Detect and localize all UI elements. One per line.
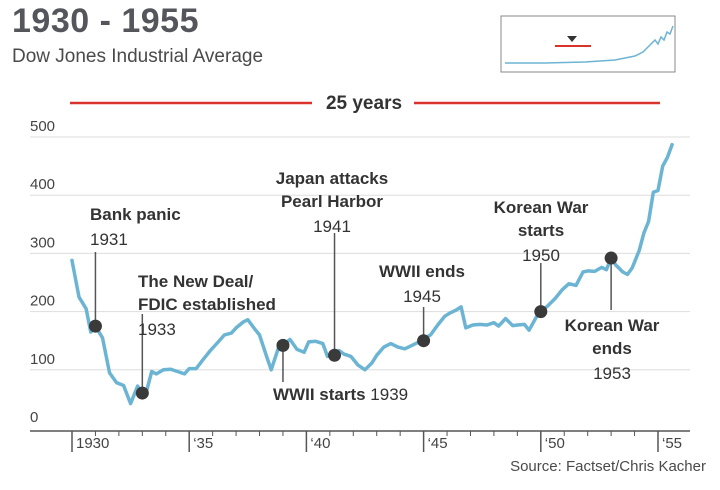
annotation-year: 1933 bbox=[138, 320, 176, 339]
annotation-event: The New Deal/ bbox=[138, 272, 254, 291]
y-tick-label: 300 bbox=[30, 234, 55, 251]
annotation-label: WWII starts 1939 bbox=[273, 385, 408, 404]
inset-sparkline bbox=[505, 25, 674, 64]
annotation-event: WWII ends bbox=[379, 262, 465, 281]
annotation-marker bbox=[328, 348, 342, 362]
annotation-event: ends bbox=[592, 339, 632, 358]
annotation-year: 1941 bbox=[313, 217, 351, 236]
x-tick-label: ‘45 bbox=[428, 435, 448, 452]
x-tick-label: 1930 bbox=[76, 435, 109, 452]
annotation-year: 1931 bbox=[90, 230, 128, 249]
annotation-year: 1953 bbox=[593, 364, 631, 383]
annotation-year: 1950 bbox=[522, 246, 560, 265]
annotation-year: 1939 bbox=[370, 385, 408, 404]
span-label: 25 years bbox=[326, 93, 402, 114]
y-tick-label: 500 bbox=[30, 118, 55, 135]
annotation-event: Pearl Harbor bbox=[281, 192, 383, 211]
annotation-marker bbox=[276, 338, 290, 352]
annotation-marker bbox=[604, 251, 618, 265]
grid-layer: 0 100 200 300 400 500 bbox=[30, 118, 690, 426]
y-tick-label: 200 bbox=[30, 293, 55, 310]
inset-pointer-icon bbox=[567, 36, 577, 42]
chart-subtitle: Dow Jones Industrial Average bbox=[12, 46, 264, 67]
annotation-event: WWII starts bbox=[273, 385, 370, 404]
y-tick-label: 100 bbox=[30, 351, 55, 368]
annotation-year: 1945 bbox=[403, 287, 441, 306]
y-tick-label: 400 bbox=[30, 176, 55, 193]
x-tick-label: ‘55 bbox=[662, 435, 682, 452]
annotation-event: Bank panic bbox=[90, 205, 181, 224]
overview-inset bbox=[500, 15, 676, 73]
annotation-event: Korean War bbox=[565, 316, 660, 335]
series-line-0 bbox=[70, 142, 674, 406]
annotation-event: FDIC established bbox=[138, 295, 276, 314]
annotation-marker bbox=[534, 305, 548, 319]
source-note: Source: Factset/Chris Kacher bbox=[510, 458, 706, 475]
chart-title: 1930 - 1955 bbox=[12, 2, 199, 40]
axis-layer: 1930 ‘35 ‘40 ‘45 ‘50 ‘55 bbox=[30, 430, 690, 452]
x-tick-label: ‘35 bbox=[193, 435, 213, 452]
x-tick-label: ‘40 bbox=[310, 435, 330, 452]
annotation-event: starts bbox=[518, 221, 564, 240]
series-layer bbox=[70, 142, 674, 406]
annotation-marker bbox=[88, 319, 102, 333]
annotation-event: Japan attacks bbox=[276, 169, 388, 188]
time-span-indicator: 25 years bbox=[70, 93, 660, 114]
annotation-event: Korean War bbox=[494, 198, 589, 217]
x-tick-label: ‘50 bbox=[545, 435, 565, 452]
annotation-marker bbox=[417, 334, 431, 348]
annotation-layer: Bank panic 1931 The New Deal/FDIC establis… bbox=[88, 169, 660, 404]
y-tick-label: 0 bbox=[30, 409, 38, 426]
annotation-marker bbox=[135, 386, 149, 400]
